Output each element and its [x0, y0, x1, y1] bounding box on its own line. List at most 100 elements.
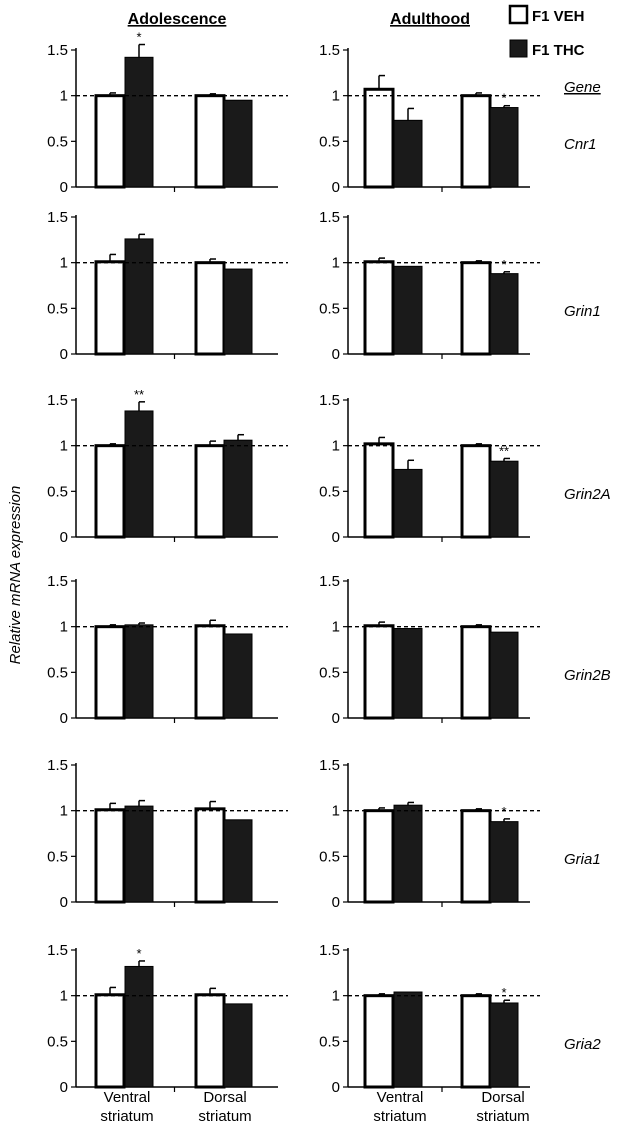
chart-panels: 0 0.5 1 1.5 * 0 0.5 1 1.5 * Cnr1 0 0.5 1 1.5 0 0.5 1 1.5 * G…	[47, 30, 611, 1096]
panel-gria1-adulthood: 0 0.5 1 1.5 * Gria1	[319, 757, 601, 911]
panel-gria2-adulthood: 0 0.5 1 1.5 * Gria2	[319, 942, 601, 1096]
bar-veh	[460, 444, 492, 539]
y-tick-label: 1.5	[319, 42, 340, 59]
y-tick-label: 1.5	[319, 209, 340, 226]
bar-thc	[393, 468, 423, 538]
significance-marker: *	[501, 804, 506, 819]
gene-label: Grin2B	[564, 667, 611, 684]
bar-veh	[94, 625, 126, 720]
panel-grin2a-adulthood: 0 0.5 1 1.5 ** Grin2A	[319, 392, 611, 546]
panel-gria1-adolescence: 0 0.5 1 1.5	[47, 757, 288, 911]
bar-thc	[489, 631, 519, 719]
gene-label: Grin1	[564, 303, 601, 320]
x-label-line: Dorsal	[203, 1089, 246, 1106]
bar-veh	[194, 261, 226, 356]
bar-veh	[94, 260, 126, 356]
x-label-ventral-adulthood: Ventral striatum	[373, 1089, 426, 1125]
y-tick-label: 1	[332, 988, 340, 1005]
bar-thc	[489, 460, 519, 538]
panel-cnr1-adulthood: 0 0.5 1 1.5 * Cnr1	[319, 42, 596, 196]
y-tick-label: 1	[60, 88, 68, 105]
bar-veh	[363, 994, 395, 1089]
x-category-labels: Ventral striatum Dorsal striatum Ventral st…	[100, 1089, 529, 1125]
bar-veh	[363, 809, 395, 904]
gene-label: Cnr1	[564, 136, 597, 153]
significance-marker: *	[136, 30, 141, 45]
x-label-line: striatum	[198, 1108, 251, 1125]
significance-marker: **	[134, 387, 144, 402]
significance-marker: *	[136, 946, 141, 961]
bar-veh	[460, 94, 492, 189]
y-tick-label: 1	[60, 803, 68, 820]
y-tick-label: 1	[60, 988, 68, 1005]
bar-veh	[363, 260, 395, 356]
y-tick-label: 0.5	[47, 300, 68, 317]
y-tick-label: 1	[332, 438, 340, 455]
panel-cnr1-adolescence: 0 0.5 1 1.5 *	[47, 30, 288, 196]
gene-label: Gria2	[564, 1036, 601, 1053]
bar-thc	[223, 268, 253, 355]
y-tick-label: 0	[60, 710, 68, 727]
x-label-line: Ventral	[377, 1089, 424, 1106]
y-tick-label: 1.5	[47, 392, 68, 409]
y-tick-label: 0.5	[319, 664, 340, 681]
bar-veh	[94, 94, 126, 189]
significance-marker: *	[501, 257, 506, 272]
x-label-ventral-adolescence: Ventral striatum	[100, 1089, 153, 1125]
y-tick-label: 1	[332, 88, 340, 105]
x-label-dorsal-adolescence: Dorsal striatum	[198, 1089, 251, 1125]
y-tick-label: 0	[332, 179, 340, 196]
y-tick-label: 0.5	[47, 848, 68, 865]
y-tick-label: 0	[332, 1079, 340, 1096]
significance-marker: **	[499, 443, 509, 458]
bar-veh	[94, 993, 126, 1089]
bar-thc	[124, 805, 154, 903]
y-tick-label: 1.5	[47, 209, 68, 226]
x-label-line: striatum	[476, 1108, 529, 1125]
y-tick-label: 1	[60, 438, 68, 455]
panel-grin2b-adulthood: 0 0.5 1 1.5 Grin2B	[319, 573, 611, 727]
gene-column-header: Gene	[564, 79, 601, 96]
y-tick-label: 0	[60, 346, 68, 363]
y-tick-label: 1.5	[47, 942, 68, 959]
bar-veh	[363, 442, 395, 539]
bar-thc	[489, 273, 519, 355]
bar-thc	[223, 99, 253, 188]
y-tick-label: 0	[60, 1079, 68, 1096]
y-tick-label: 1.5	[319, 573, 340, 590]
y-tick-label: 0.5	[47, 1033, 68, 1050]
x-label-line: Dorsal	[481, 1089, 524, 1106]
bar-veh	[460, 261, 492, 356]
bar-veh	[460, 994, 492, 1089]
y-tick-label: 1.5	[47, 42, 68, 59]
bar-thc	[223, 819, 253, 903]
y-tick-label: 0	[332, 529, 340, 546]
bar-thc	[124, 238, 154, 355]
panel-grin2b-adolescence: 0 0.5 1 1.5	[47, 573, 288, 727]
x-label-dorsal-adulthood: Dorsal striatum	[476, 1089, 529, 1125]
bar-thc	[489, 821, 519, 903]
legend-swatch-thc	[509, 39, 528, 58]
y-tick-label: 0	[60, 529, 68, 546]
y-tick-label: 0.5	[47, 664, 68, 681]
legend-label-veh: F1 VEH	[532, 8, 585, 25]
legend-label-thc: F1 THC	[532, 42, 585, 59]
y-tick-label: 1.5	[47, 757, 68, 774]
bar-thc	[223, 439, 253, 538]
bar-veh	[94, 444, 126, 539]
bar-thc	[393, 991, 423, 1088]
legend: F1 VEH F1 THC	[508, 4, 585, 59]
header-adulthood: Adulthood	[390, 11, 470, 28]
bar-veh	[194, 993, 226, 1089]
x-label-line: striatum	[100, 1108, 153, 1125]
y-tick-label: 0	[60, 179, 68, 196]
bar-thc	[393, 804, 423, 903]
y-tick-label: 0	[332, 346, 340, 363]
y-axis-label: Relative mRNA expression	[7, 486, 24, 665]
bar-thc	[223, 1003, 253, 1088]
header-adolescence: Adolescence	[128, 11, 227, 28]
bar-thc	[124, 624, 154, 719]
y-tick-label: 0	[332, 710, 340, 727]
bar-thc	[393, 119, 423, 188]
